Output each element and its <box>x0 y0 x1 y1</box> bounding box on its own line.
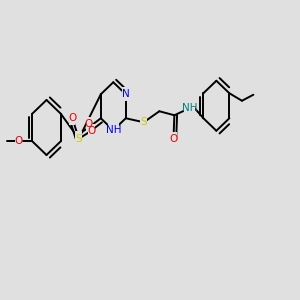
Text: O: O <box>85 119 93 129</box>
Text: O: O <box>169 134 178 144</box>
Text: S: S <box>140 117 147 127</box>
FancyBboxPatch shape <box>88 124 95 138</box>
FancyBboxPatch shape <box>108 123 119 137</box>
Text: NH: NH <box>106 125 121 135</box>
Text: O: O <box>15 136 23 146</box>
FancyBboxPatch shape <box>15 134 22 149</box>
FancyBboxPatch shape <box>170 132 177 146</box>
FancyBboxPatch shape <box>140 115 147 130</box>
Text: N: N <box>122 89 130 99</box>
Text: O: O <box>68 113 76 123</box>
Text: NH: NH <box>182 103 197 113</box>
FancyBboxPatch shape <box>85 117 92 131</box>
Text: S: S <box>76 134 82 144</box>
FancyBboxPatch shape <box>122 87 129 101</box>
FancyBboxPatch shape <box>184 101 195 115</box>
FancyBboxPatch shape <box>69 111 76 125</box>
Text: O: O <box>87 126 95 136</box>
FancyBboxPatch shape <box>75 131 82 146</box>
